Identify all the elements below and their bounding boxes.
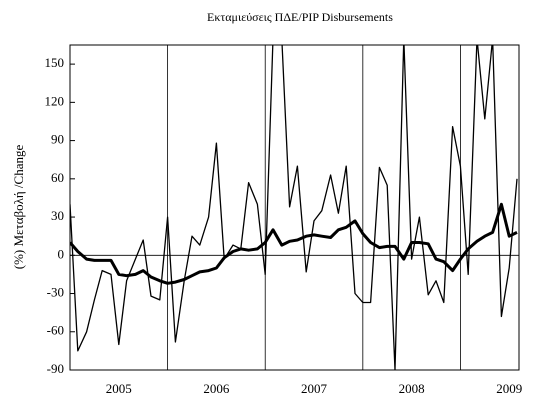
series-line	[70, 202, 518, 285]
y-tick-label: 150	[45, 55, 65, 70]
y-tick-label: 30	[51, 208, 64, 223]
y-tick-label: 0	[58, 246, 65, 261]
y-axis-label: (%) Μεταβολή /Change	[11, 145, 26, 270]
y-tick-label: -60	[47, 323, 64, 338]
y-tick-label: 90	[51, 132, 64, 147]
y-tick-label: -90	[47, 361, 64, 376]
x-tick-label: 2008	[399, 381, 425, 396]
chart-title: Εκταμιεύσεις ΠΔΕ/PIP Disbursements	[207, 10, 393, 24]
x-tick-label: 2009	[496, 381, 522, 396]
x-tick-label: 2006	[203, 381, 230, 396]
y-tick-label: 60	[51, 170, 64, 185]
x-tick-label: 2007	[301, 381, 328, 396]
series-line	[70, 45, 518, 370]
x-tick-label: 2005	[106, 381, 132, 396]
plot-frame	[69, 44, 520, 371]
y-tick-label: 120	[45, 93, 65, 108]
y-tick-label: -30	[47, 285, 64, 300]
